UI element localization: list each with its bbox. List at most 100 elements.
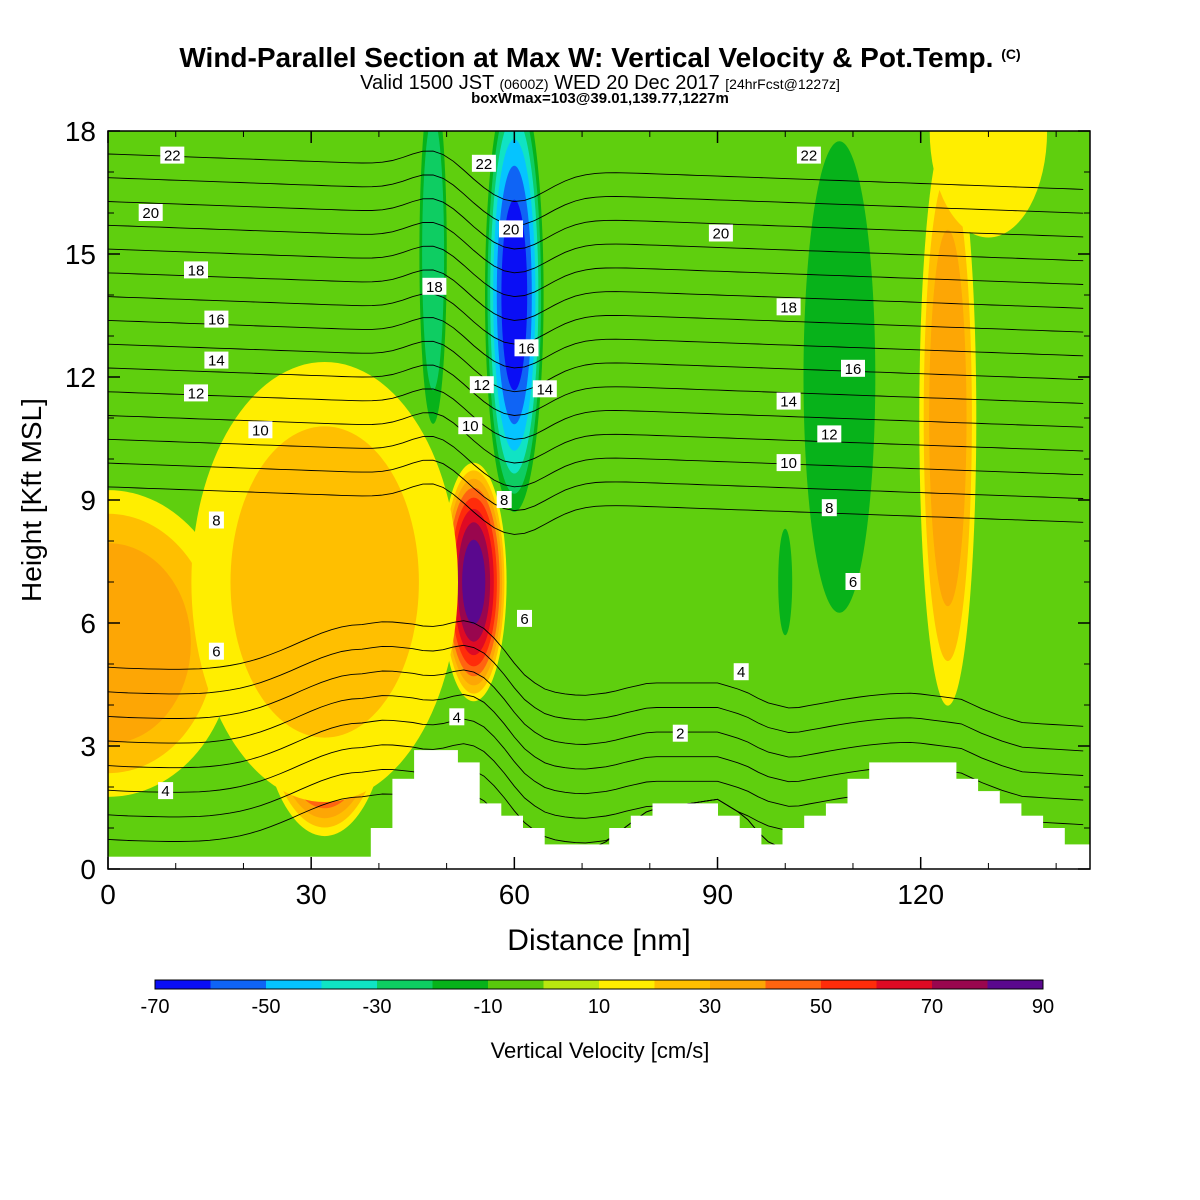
vv-band [778, 528, 793, 636]
contour-label: 16 [514, 339, 539, 357]
contour-label: 4 [158, 782, 174, 800]
contour-label-text: 10 [252, 422, 269, 439]
updraft-3 [191, 362, 458, 802]
theta-contour-line [108, 150, 1084, 202]
contour-label-box [204, 351, 229, 369]
theta-contour-line [108, 198, 1084, 250]
contour-label: 18 [776, 298, 801, 316]
contour-label-text: 18 [426, 279, 443, 296]
contour-label-box [422, 277, 447, 295]
y-tick-label: 9 [80, 485, 96, 516]
terrain-step [500, 815, 523, 869]
chart-title-text: Wind-Parallel Section at Max W: Vertical… [179, 42, 994, 73]
valid-forecast: [24hrFcst@1227z] [725, 76, 840, 92]
contour-label: 10 [248, 421, 273, 439]
contour-label-text: 16 [518, 340, 535, 357]
theta-contour-line [108, 269, 1084, 321]
contour-label: 12 [469, 376, 494, 394]
contour-label-text: 4 [161, 783, 169, 800]
theta-contour-line [108, 317, 1084, 369]
contour-label-text: 6 [849, 574, 857, 591]
contour-label: 8 [821, 499, 837, 517]
contour-label: 14 [776, 392, 801, 411]
contour-label: 12 [817, 425, 842, 443]
contour-label-text: 10 [462, 418, 479, 435]
valid-time: Valid 1500 JST (0600Z) WED 20 Dec 2017 [… [0, 72, 1200, 95]
terrain-step [609, 828, 632, 869]
terrain-step [630, 815, 653, 869]
copyright-mark: (C) [1001, 46, 1021, 62]
colorbar-frame [154, 979, 1044, 990]
contour-label-text: 22 [476, 156, 493, 173]
colorbar-segment [765, 980, 822, 989]
contour-label: 10 [776, 454, 801, 472]
colorbar-segment [932, 980, 988, 989]
theta-contour-line [108, 644, 1084, 752]
colorbar-segment [543, 980, 600, 989]
x-tick-label: 90 [702, 879, 733, 910]
contour-label: 20 [708, 224, 733, 243]
contour-label: 4 [449, 708, 465, 726]
contour-label-text: 20 [503, 221, 520, 238]
contour-label-box [517, 609, 532, 627]
terrain-step [414, 750, 458, 869]
contour-label-text: 14 [780, 394, 797, 411]
contour-label-box [458, 417, 483, 435]
x-tick-label: 0 [100, 879, 116, 910]
contour-label-text: 8 [212, 513, 220, 530]
contour-label-text: 16 [208, 312, 225, 329]
x-tick-label: 120 [897, 879, 944, 910]
contour-label: 4 [733, 663, 749, 681]
contour-label-text: 18 [188, 262, 205, 279]
contour-label-box [845, 573, 861, 590]
vv-band [422, 131, 445, 391]
terrain-step [825, 803, 849, 869]
terrain-step [847, 778, 870, 869]
colorbar-tick-label: -10 [474, 996, 503, 1018]
contour-label-text: 6 [212, 644, 220, 661]
x-tick-label: 60 [499, 879, 530, 910]
y-tick-label: 18 [65, 116, 96, 147]
contour-label-text: 8 [500, 492, 508, 509]
x-tick-label: 30 [296, 879, 327, 910]
terrain-step [739, 828, 762, 869]
contour-label-text: 16 [845, 361, 862, 378]
terrain-step [457, 762, 480, 869]
contour-label-box [471, 154, 496, 172]
updraft-4 [919, 131, 977, 706]
y-tick-label: 6 [80, 608, 96, 639]
colorbar-segment [821, 980, 877, 989]
terrain-step [782, 828, 805, 869]
colorbar-tick-label: -50 [252, 996, 281, 1018]
contour-label-box [672, 724, 688, 742]
theta-contour-line [108, 388, 1084, 440]
colorbar-tick-label: 50 [810, 996, 832, 1018]
terrain-step [1042, 828, 1065, 869]
contour-label-box [821, 499, 837, 517]
vv-band [230, 426, 419, 738]
colorbar-segment [432, 980, 489, 989]
terrain-step [999, 803, 1022, 869]
theta-contour-line [108, 459, 1084, 512]
contour-label-box [208, 642, 224, 660]
contour-label-text: 18 [780, 299, 797, 316]
colorbar-segment [321, 980, 378, 989]
contour-label-box [776, 454, 801, 472]
contour-label-text: 14 [536, 381, 553, 398]
vv-band [462, 539, 486, 625]
contour-label-box [708, 224, 733, 242]
colorbar: -70 -50 -30 -10 10 30 50 70 90 [141, 979, 1054, 1018]
terrain-step [869, 762, 892, 869]
contour-label-box [514, 339, 539, 357]
y-axis-label: Height [Kft MSL] [16, 398, 47, 602]
contour-label-box [776, 392, 801, 410]
theta-contour-line [108, 364, 1084, 416]
theta-contour-line [108, 436, 1084, 488]
downdraft-6 [485, 131, 544, 512]
contour-label-text: 20 [713, 226, 730, 243]
contour-label-box [776, 298, 801, 316]
colorbar-tick-label: -30 [363, 996, 392, 1018]
contour-label-text: 22 [801, 148, 818, 165]
colorbar-tick-label: 70 [921, 996, 943, 1018]
